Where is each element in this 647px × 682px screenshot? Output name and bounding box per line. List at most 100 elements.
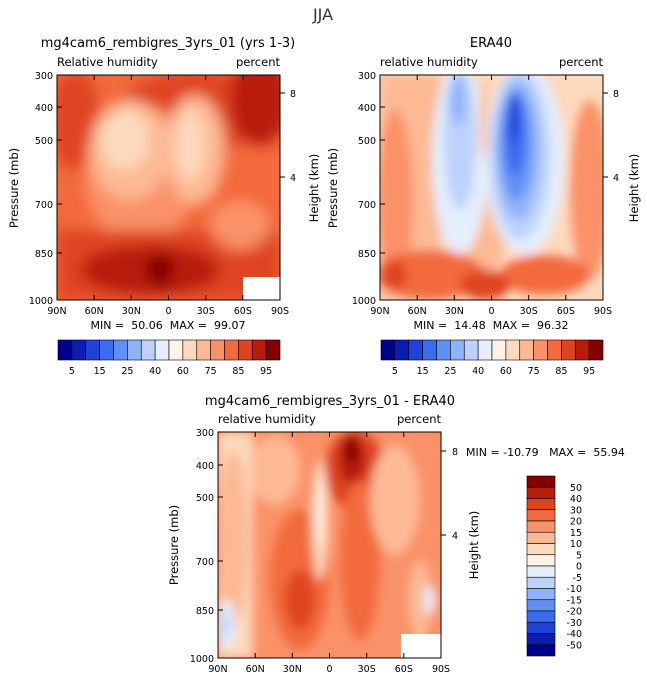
- colorbar-model-label: 85: [232, 366, 244, 377]
- colorbar-diff-swatch: [526, 475, 556, 488]
- colorbar-model-swatch: [113, 339, 128, 361]
- colorbar-era40-label: 60: [500, 366, 512, 377]
- diff-ylabel: Pressure (mb): [167, 505, 181, 585]
- page-title: JJA: [312, 5, 333, 24]
- colorbar-era40-swatch: [547, 339, 562, 361]
- era40-xtick-60n: 60N: [408, 306, 427, 317]
- era40-xtick-30s: 30S: [520, 306, 538, 317]
- model-y2tick-8: 8: [290, 89, 296, 100]
- colorbar-model-swatch: [99, 339, 114, 361]
- colorbar-diff-label: -40: [566, 629, 582, 640]
- era40-field: [380, 75, 603, 300]
- diff-right-label: percent: [397, 412, 442, 426]
- colorbar-model-swatch: [251, 339, 267, 361]
- model-ytick-500: 500: [35, 136, 53, 147]
- colorbar-model-swatch: [85, 339, 100, 361]
- diff-xtick-90n: 90N: [208, 664, 227, 675]
- era40-left-label: relative humidity: [380, 55, 478, 69]
- diff-left-label: relative humidity: [218, 412, 316, 426]
- colorbar-model-swatch: [71, 339, 87, 361]
- colorbar-model-swatch: [127, 339, 142, 361]
- colorbar-diff-swatch: [526, 543, 556, 556]
- era40-title: ERA40: [470, 36, 512, 51]
- diff-field: [218, 432, 441, 658]
- colorbar-era40-swatch: [533, 339, 548, 361]
- era40-stats: MIN = 14.48 MAX = 96.32: [414, 319, 569, 332]
- colorbar-era40-swatch: [380, 339, 396, 361]
- colorbar-era40-label: 75: [528, 366, 540, 377]
- colorbar-model-swatch: [196, 339, 211, 361]
- colorbar-diff-swatch: [526, 621, 556, 634]
- colorbar-model-label: 75: [205, 366, 217, 377]
- colorbar-diff-swatch: [526, 509, 556, 522]
- era40-panel: ERA40 relative humidity percent: [326, 36, 641, 332]
- diff-xtick-30n: 30N: [283, 664, 302, 675]
- model-ytick-400: 400: [35, 103, 53, 114]
- model-ytick-300: 300: [35, 71, 53, 82]
- model-xtick-0: 0: [165, 306, 171, 317]
- colorbar-diff-label: 10: [570, 539, 582, 550]
- era40-right-label: percent: [559, 55, 604, 69]
- era40-ticks: [379, 75, 608, 300]
- colorbar-era40-swatch: [574, 339, 590, 361]
- era40-y2label: Height (km): [627, 154, 641, 223]
- colorbar-diff-swatch: [526, 498, 556, 511]
- model-x-ticks: [56, 74, 285, 301]
- era40-y2tick-4: 4: [613, 173, 619, 184]
- colorbar-model-label: 40: [149, 366, 161, 377]
- era40-xtick-90n: 90N: [370, 306, 389, 317]
- colorbar-era40-swatch: [436, 339, 451, 361]
- era40-xtick-0: 0: [488, 306, 494, 317]
- colorbar-diff-label: 20: [570, 517, 582, 528]
- model-y2label: Height (km): [307, 154, 321, 223]
- colorbar-diff-swatch: [526, 644, 556, 657]
- colorbar-model: 5 15 25 40 60 75 85 95: [57, 339, 281, 377]
- diff-ytick-300: 300: [196, 428, 214, 439]
- colorbar-era40-swatch: [505, 339, 521, 361]
- colorbar-era40-label: 5: [392, 366, 398, 377]
- colorbar-era40-swatch: [588, 339, 604, 361]
- colorbar-diff-label: 5: [576, 550, 582, 561]
- era40-ytick-850: 850: [358, 249, 376, 260]
- era40-ytick-500: 500: [358, 136, 376, 147]
- model-xtick-60n: 60N: [85, 306, 104, 317]
- colorbar-model-swatch: [265, 339, 281, 361]
- diff-y2tick-8: 8: [452, 447, 458, 458]
- colorbar-diff-swatch: [526, 565, 556, 578]
- colorbar-diff-label: -30: [566, 618, 582, 629]
- diff-ticks: [217, 432, 446, 658]
- diff-y2tick-4: 4: [452, 531, 458, 542]
- model-xtick-90n: 90N: [47, 306, 66, 317]
- era40-ytick-700: 700: [358, 200, 376, 211]
- colorbar-diff-label: 15: [570, 528, 582, 539]
- colorbar-diff-label: 0: [576, 562, 582, 573]
- colorbar-era40-label: 15: [417, 366, 429, 377]
- colorbar-diff-swatch: [526, 633, 556, 646]
- colorbar-model-swatch: [238, 339, 253, 361]
- colorbar-era40-label: 25: [444, 366, 456, 377]
- model-stats: MIN = 50.06 MAX = 99.07: [91, 319, 246, 332]
- colorbar-era40: 5 15 25 40 60 75 85 95: [380, 339, 604, 377]
- colorbar-era40-swatch: [394, 339, 410, 361]
- era40-ytick-300: 300: [358, 71, 376, 82]
- colorbar-diff-swatch: [526, 599, 556, 612]
- diff-panel: mg4cam6_rembigres_3yrs_01 - ERA40 relati…: [167, 394, 625, 675]
- model-xtick-30n: 30N: [122, 306, 141, 317]
- colorbar-diff-swatch: [526, 520, 556, 533]
- colorbar-diff-label: 50: [570, 483, 582, 494]
- colorbar-diff-label: 30: [570, 505, 582, 516]
- colorbar-diff-swatch: [526, 531, 556, 544]
- diff-stats: MIN = -10.79 MAX = 55.94: [466, 446, 625, 459]
- colorbar-model-swatch: [210, 339, 225, 361]
- diff-xtick-60n: 60N: [246, 664, 265, 675]
- diff-ytick-500: 500: [196, 493, 214, 504]
- model-ytick-850: 850: [35, 249, 53, 260]
- diff-xtick-90s: 90S: [432, 664, 450, 675]
- era40-ylabel: Pressure (mb): [326, 148, 340, 228]
- colorbar-era40-label: 85: [555, 366, 567, 377]
- diff-ytick-700: 700: [196, 557, 214, 568]
- colorbar-era40-swatch: [422, 339, 437, 361]
- colorbar-model-swatch: [168, 339, 184, 361]
